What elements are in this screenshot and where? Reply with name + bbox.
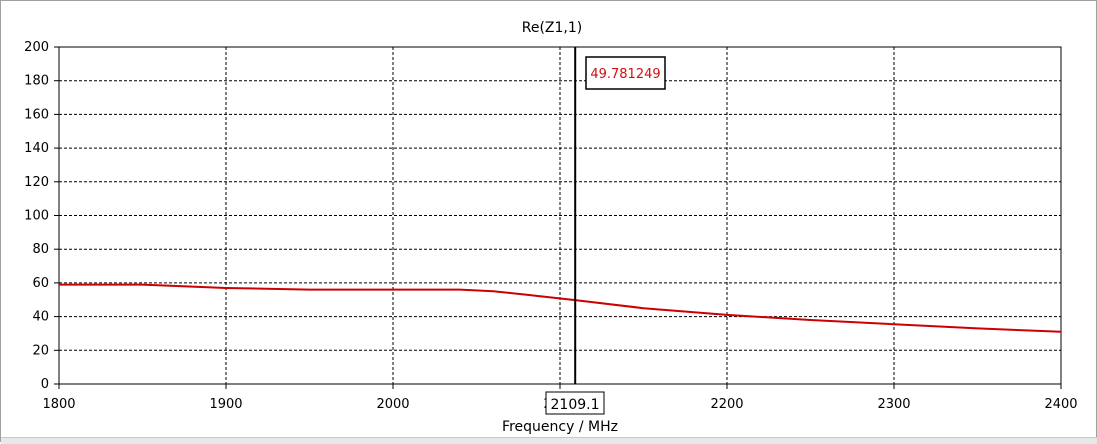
y-tick-label: 0 [41, 377, 49, 392]
x-tick-label: 1800 [42, 397, 75, 412]
y-tick-label: 140 [24, 141, 49, 156]
y-tick-label: 100 [24, 209, 49, 224]
y-axis-ticks: 0 20 40 60 80 100 120 140 160 180 200 [24, 40, 59, 392]
series-line [59, 283, 1062, 333]
y-tick-label: 200 [24, 40, 49, 55]
x-tick-label: 2000 [376, 397, 409, 412]
marker-x-box[interactable] [545, 391, 605, 415]
marker-x-label: 2109.1 [551, 397, 600, 413]
x-axis-ticks: 1800190020002100220023002400 [42, 384, 1078, 412]
x-tick-label: 2400 [1044, 397, 1077, 412]
chart-title: Re(Z1,1) [522, 20, 583, 36]
grid-lines [59, 47, 1061, 384]
marker-value-box [585, 56, 666, 90]
y-tick-label: 80 [32, 242, 49, 257]
y-tick-label: 160 [24, 107, 49, 122]
y-tick-label: 20 [32, 343, 49, 358]
bottom-scroll-strip [1, 437, 1097, 444]
x-tick-label: 1900 [209, 397, 242, 412]
marker-value-label: 49.781249 [590, 67, 660, 82]
x-tick-label: 2300 [877, 397, 910, 412]
x-tick-label: 2200 [710, 397, 743, 412]
y-tick-label: 60 [32, 276, 49, 291]
marker-layer[interactable]: 49.781249 2109.1 [545, 47, 666, 415]
series-layer [59, 283, 1062, 333]
y-tick-label: 40 [32, 310, 49, 325]
x-axis-label: Frequency / MHz [502, 419, 618, 435]
y-tick-label: 180 [24, 74, 49, 89]
y-tick-label: 120 [24, 175, 49, 190]
